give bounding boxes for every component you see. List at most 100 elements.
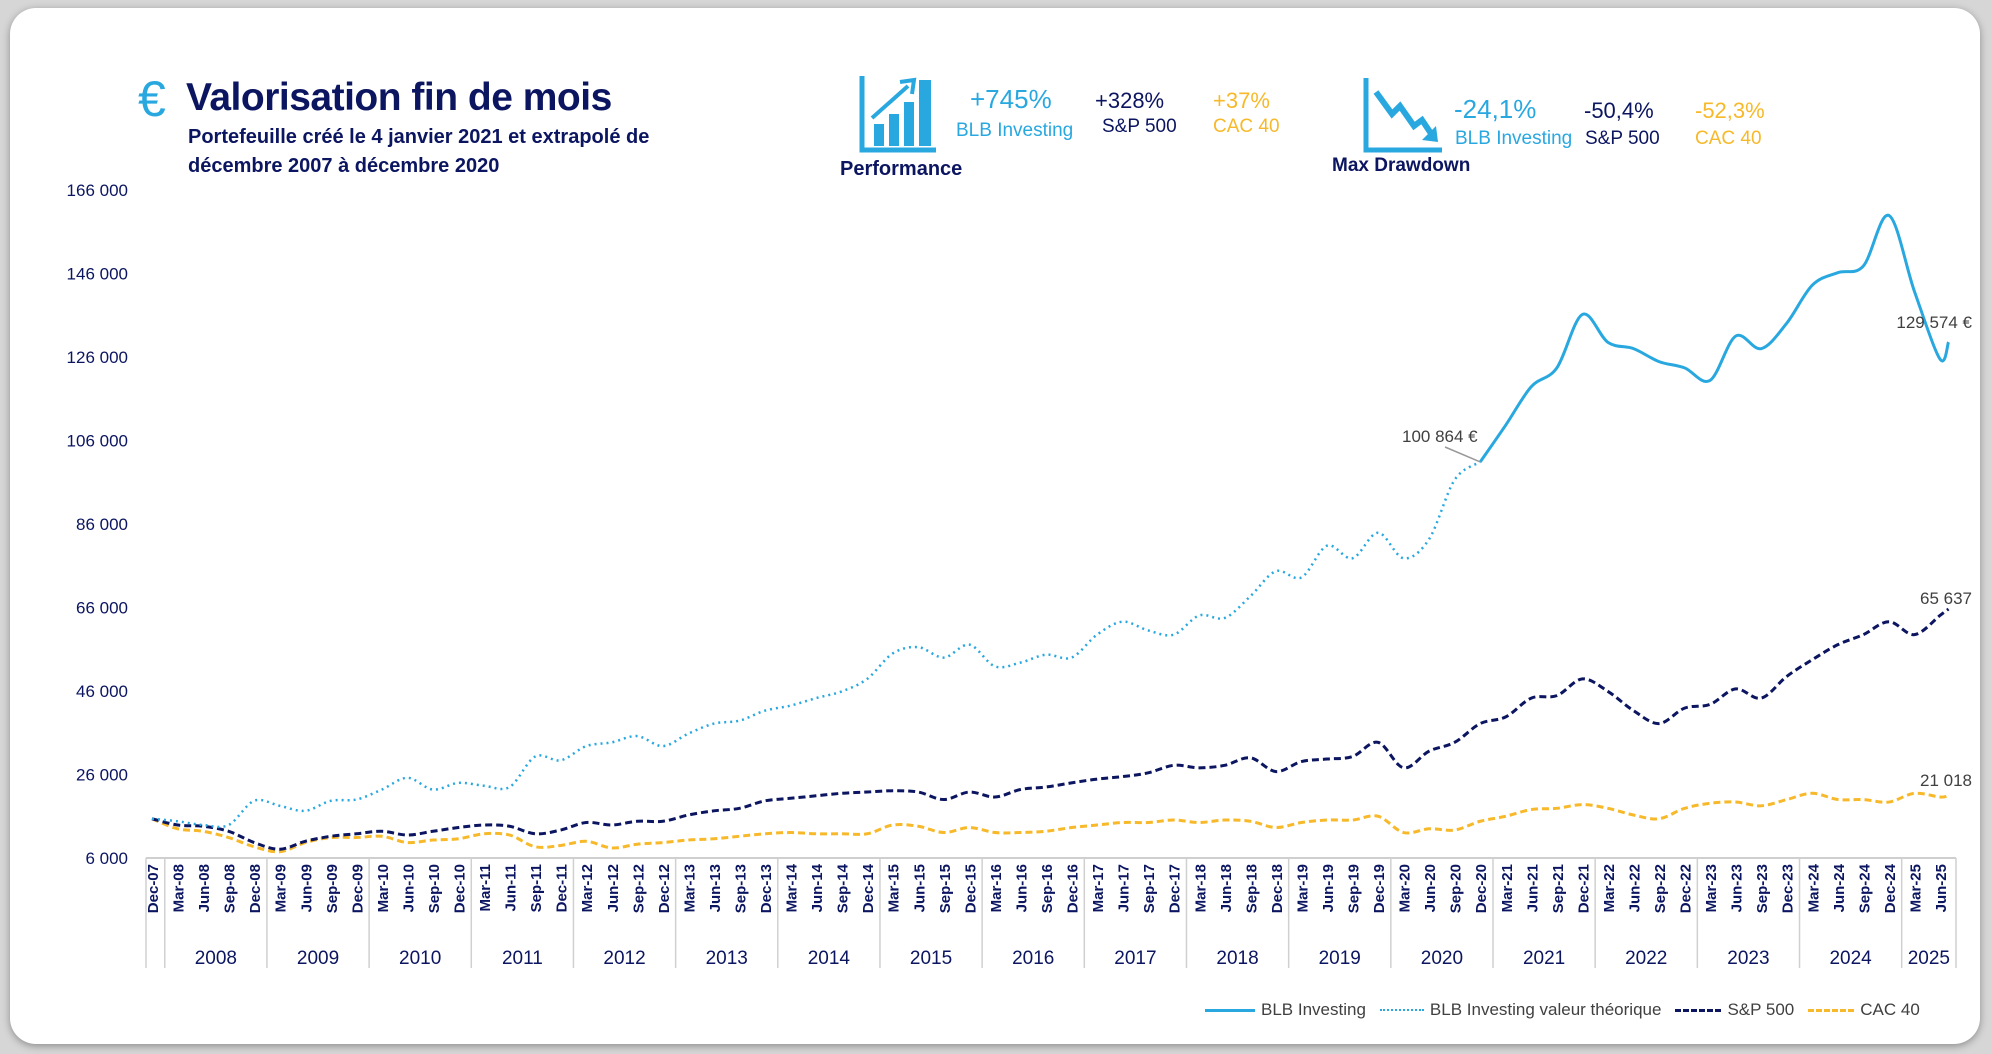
x-tick-label: Dec-18 (1269, 864, 1286, 913)
year-label: 2025 (1908, 948, 1950, 969)
x-tick-label: Jun-23 (1729, 864, 1746, 912)
year-label: 2017 (1114, 948, 1156, 969)
x-tick-label: Jun-11 (503, 864, 520, 912)
x-tick-label: Jun-20 (1422, 864, 1439, 912)
x-tick-label: Jun-17 (1116, 864, 1133, 912)
x-tick-label: Mar-18 (1192, 864, 1209, 912)
x-tick-label: Sep-17 (1141, 864, 1158, 913)
x-tick-label: Sep-16 (1039, 864, 1056, 913)
legend-label: CAC 40 (1860, 1000, 1920, 1019)
x-tick-label: Sep-11 (528, 864, 545, 912)
x-tick-label: Mar-11 (477, 864, 494, 912)
x-tick-label: Mar-20 (1397, 864, 1414, 912)
x-tick-label: Jun-22 (1626, 864, 1643, 912)
chart-down-icon (1363, 78, 1442, 153)
subtitle-line-1: Portefeuille créé le 4 janvier 2021 et e… (188, 126, 650, 148)
blb-investing-valeur-th-orique-line (151, 460, 1481, 829)
x-tick-label: Dec-15 (962, 864, 979, 913)
x-tick-label: Mar-16 (988, 864, 1005, 912)
y-tick-label: 106 000 (67, 432, 128, 451)
x-tick-label: Sep-21 (1550, 864, 1567, 913)
y-tick-label: 146 000 (67, 265, 128, 284)
x-tick-label: Dec-10 (452, 864, 469, 913)
dd-sp-value: -50,4% (1584, 98, 1654, 123)
x-tick-label: Mar-21 (1499, 864, 1516, 912)
x-tick-label: Sep-22 (1652, 864, 1669, 913)
x-tick-label: Dec-14 (860, 863, 877, 913)
y-tick-label: 86 000 (76, 515, 128, 534)
annotation-sp500-final: 65 637 (1920, 589, 1972, 608)
legend-swatch-dotted (1379, 1009, 1424, 1011)
x-tick-label: Dec-13 (758, 864, 775, 913)
x-tick-label: Mar-08 (171, 864, 188, 912)
legend-item-blb-theoretical: BLB Investing valeur théorique (1379, 1000, 1661, 1020)
x-tick-label: Sep-18 (1243, 864, 1260, 913)
dd-cac-label: CAC 40 (1695, 128, 1762, 149)
annotation-cac40-final: 21 018 (1920, 771, 1972, 790)
y-tick-label: 26 000 (76, 766, 128, 785)
year-label: 2009 (297, 948, 339, 969)
x-tick-label: Mar-10 (375, 864, 392, 912)
x-tick-label: Mar-09 (273, 864, 290, 912)
year-label: 2015 (910, 948, 952, 969)
x-tick-label: Sep-10 (426, 864, 443, 913)
year-label: 2008 (195, 948, 237, 969)
legend-item-cac40: CAC 40 (1808, 1000, 1920, 1020)
s-p-500-line (151, 607, 1950, 851)
year-label: 2021 (1523, 948, 1565, 969)
bar-chart-up-icon (859, 76, 936, 153)
year-label: 2010 (399, 948, 441, 969)
perf-cac-value: +37% (1213, 88, 1270, 113)
x-tick-label: Dec-24 (1882, 863, 1899, 913)
x-tick-label: Dec-20 (1473, 864, 1490, 913)
year-label: 2024 (1829, 948, 1872, 969)
year-label: 2011 (502, 948, 543, 969)
legend-label: S&P 500 (1727, 1000, 1795, 1019)
x-tick-label: Dec-16 (1065, 864, 1082, 913)
annotation-blb-start: 100 864 € (1402, 427, 1478, 446)
y-tick-label: 126 000 (67, 348, 128, 367)
dd-blb-value: -24,1% (1454, 94, 1537, 124)
year-label: 2022 (1625, 948, 1667, 969)
x-tick-label: Dec-23 (1780, 864, 1797, 913)
perf-sp-value: +328% (1095, 88, 1165, 113)
subtitle-line-2: décembre 2007 à décembre 2020 (188, 155, 500, 177)
year-label: 2018 (1216, 948, 1258, 969)
year-label: 2013 (706, 948, 748, 969)
annotation-blb-final: 129 574 € (1896, 313, 1972, 332)
x-tick-label: Sep-15 (937, 864, 954, 913)
x-tick-label: Jun-16 (1013, 864, 1030, 912)
x-tick-label: Jun-08 (196, 864, 213, 912)
x-tick-label: Sep-19 (1346, 864, 1363, 913)
x-tick-label: Sep-08 (222, 864, 239, 913)
performance-label: Performance (840, 158, 963, 180)
x-tick-label: Mar-12 (579, 864, 596, 912)
x-tick-label: Jun-13 (707, 864, 724, 912)
x-tick-label: Sep-09 (324, 864, 341, 913)
year-label: 2016 (1012, 948, 1054, 969)
x-tick-label: Jun-21 (1524, 864, 1541, 912)
page-title: Valorisation fin de mois (186, 76, 612, 119)
year-label: 2012 (603, 948, 645, 969)
x-tick-label: Sep-12 (630, 864, 647, 913)
legend-swatch-dashed-navy (1675, 1008, 1722, 1012)
x-tick-label: Jun-19 (1320, 864, 1337, 912)
y-tick-label: 46 000 (76, 682, 128, 701)
x-tick-label: Sep-13 (732, 864, 749, 913)
x-tick-label: Jun-12 (605, 864, 622, 912)
year-label: 2020 (1421, 948, 1463, 969)
x-tick-label: Mar-15 (886, 864, 903, 912)
x-tick-label: Dec-22 (1678, 864, 1695, 913)
x-tick-label: Mar-22 (1601, 864, 1618, 912)
x-tick-label: Jun-15 (911, 864, 928, 912)
y-tick-label: 166 000 (67, 181, 128, 200)
dd-blb-label: BLB Investing (1455, 128, 1573, 149)
perf-blb-value: +745% (970, 84, 1052, 114)
x-tick-label: Dec-19 (1371, 864, 1388, 913)
legend-item-blb: BLB Investing (1205, 1000, 1366, 1020)
year-label: 2014 (808, 948, 851, 969)
euro-icon: € (138, 71, 166, 127)
x-tick-label: Sep-23 (1754, 864, 1771, 913)
x-tick-label: Dec-08 (247, 864, 264, 913)
